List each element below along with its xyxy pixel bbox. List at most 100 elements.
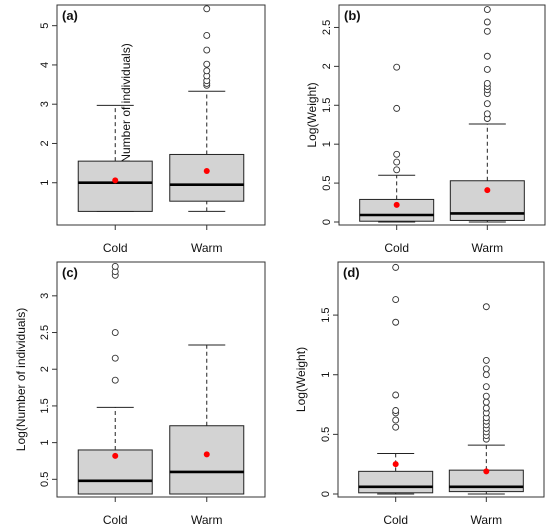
panel-label: (c) (62, 265, 78, 280)
iqr-box (169, 425, 245, 495)
iqr-box (169, 153, 245, 202)
y-tick-label: 1.5 (39, 398, 51, 413)
panel-1: (b) 0 0.5 1 1.5 2 2.5 Log(Weight) Cold Warm (305, 4, 546, 255)
x-category-label: Cold (103, 241, 128, 255)
y-tick-label: 1.5 (321, 98, 333, 113)
iqr-box (77, 160, 153, 212)
outlier-point (483, 66, 491, 73)
mean-point (393, 201, 400, 208)
y-tick-label: 1 (321, 141, 333, 147)
outlier-point (393, 104, 401, 112)
plot-frame (337, 261, 545, 498)
x-category-label: Cold (103, 513, 128, 527)
box-cold (358, 263, 434, 495)
outlier-point (392, 296, 400, 304)
outlier-point (483, 100, 491, 108)
outlier-point (482, 404, 490, 412)
box-warm (169, 344, 245, 495)
plot-frame (56, 261, 266, 498)
outlier-point (393, 158, 401, 166)
outlier-point (483, 110, 491, 118)
box-warm (448, 303, 524, 495)
outlier-point (392, 263, 400, 271)
y-axis-label: Log(Weight) (294, 347, 308, 412)
outlier-point (392, 407, 400, 414)
outlier-point (111, 376, 119, 384)
box-cold (77, 263, 153, 495)
outlier-point (393, 166, 401, 174)
y-tick-label: 3 (39, 101, 51, 107)
box-warm (449, 6, 525, 223)
outlier-point (111, 354, 119, 362)
outlier-point (482, 383, 490, 391)
outlier-point (483, 27, 491, 35)
x-category-label: Warm (472, 241, 504, 255)
panel-2: (c) 0.5 1 1.5 2 2.5 3 Log(Number of individuals… (14, 261, 266, 527)
y-tick-label: 0 (321, 219, 333, 225)
outlier-point (482, 303, 490, 311)
x-category-label: Cold (383, 513, 408, 527)
outlier-point (392, 391, 400, 399)
mean-point (484, 187, 491, 194)
outlier-point (483, 18, 491, 26)
outlier-point (482, 371, 490, 379)
y-axis-label: Log(Weight) (305, 82, 319, 147)
y-tick-label: 2 (39, 366, 51, 372)
mean-point (112, 452, 119, 459)
panel-3: (d) 0 0.5 1 1.5 Log(Weight) Cold Warm (294, 261, 545, 527)
y-tick-label: 5 (39, 23, 51, 29)
y-tick-label: 4 (39, 62, 51, 68)
outlier-point (393, 150, 401, 158)
outlier-point (392, 423, 400, 431)
panel-label: (a) (62, 8, 78, 23)
panel-label: (d) (343, 265, 360, 280)
box-warm (169, 5, 245, 212)
y-tick-label: 0.5 (39, 472, 51, 487)
y-tick-label: 0.5 (321, 175, 333, 190)
y-tick-label: 1.5 (320, 307, 332, 322)
y-tick-label: 2.5 (321, 20, 333, 35)
x-category-label: Warm (191, 241, 223, 255)
y-tick-label: 2 (39, 140, 51, 146)
outlier-point (483, 6, 491, 14)
y-axis-label: Log(Number of individuals) (119, 43, 133, 186)
outlier-point (203, 32, 211, 39)
outlier-point (111, 329, 119, 336)
box-cold (77, 104, 153, 212)
outlier-point (482, 356, 490, 364)
panel-0: (a) 1 2 3 4 5 Log(Number of individuals) Cold Wa… (39, 4, 266, 255)
y-tick-label: 2.5 (39, 325, 51, 340)
y-tick-label: 1 (320, 372, 332, 378)
mean-point (203, 167, 210, 174)
y-tick-label: 0.5 (320, 427, 332, 442)
outlier-point (203, 60, 211, 68)
outlier-point (392, 318, 400, 326)
outlier-point (393, 63, 401, 71)
outlier-point (392, 416, 400, 424)
outlier-point (482, 392, 490, 400)
plot-frame (56, 4, 266, 226)
outlier-point (482, 398, 490, 406)
outlier-point (203, 46, 211, 54)
outlier-point (483, 52, 491, 60)
mean-point (112, 177, 119, 184)
outlier-point (111, 263, 119, 270)
x-category-label: Warm (191, 513, 223, 527)
y-axis-label: Log(Number of individuals) (14, 308, 28, 451)
outlier-point (483, 80, 491, 87)
y-tick-label: 0 (320, 491, 332, 497)
mean-point (203, 451, 210, 458)
mean-point (483, 468, 490, 475)
y-tick-label: 1 (39, 180, 51, 186)
y-tick-label: 3 (39, 293, 51, 299)
outlier-point (203, 67, 211, 75)
iqr-box (358, 470, 434, 494)
outlier-point (203, 5, 211, 13)
outlier-point (482, 365, 490, 373)
plot-frame (338, 4, 546, 226)
box-cold (359, 63, 435, 223)
mean-point (392, 461, 399, 468)
x-category-label: Warm (471, 513, 503, 527)
y-tick-label: 1 (39, 440, 51, 446)
